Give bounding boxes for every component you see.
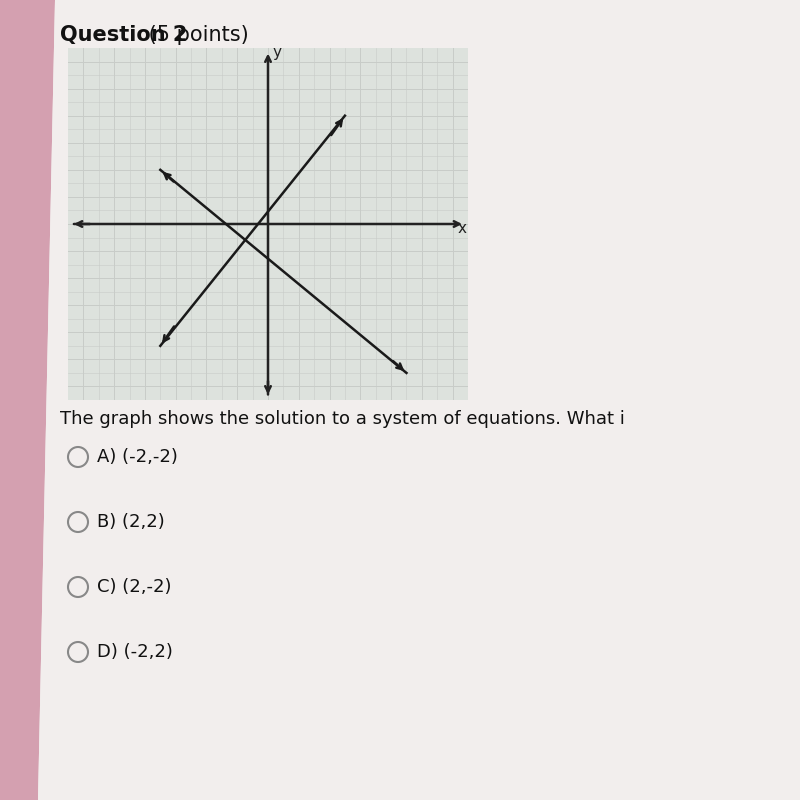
Polygon shape <box>38 0 800 800</box>
Text: D) (-2,2): D) (-2,2) <box>97 643 173 661</box>
Text: x: x <box>458 222 466 237</box>
Polygon shape <box>0 0 55 800</box>
Text: (5 points): (5 points) <box>142 25 249 45</box>
Text: Question 2: Question 2 <box>60 25 187 45</box>
Text: C) (2,-2): C) (2,-2) <box>97 578 171 596</box>
Text: A) (-2,-2): A) (-2,-2) <box>97 448 178 466</box>
Text: B) (2,2): B) (2,2) <box>97 513 165 531</box>
Text: The graph shows the solution to a system of equations. What i: The graph shows the solution to a system… <box>60 410 625 428</box>
Text: y: y <box>273 46 282 61</box>
